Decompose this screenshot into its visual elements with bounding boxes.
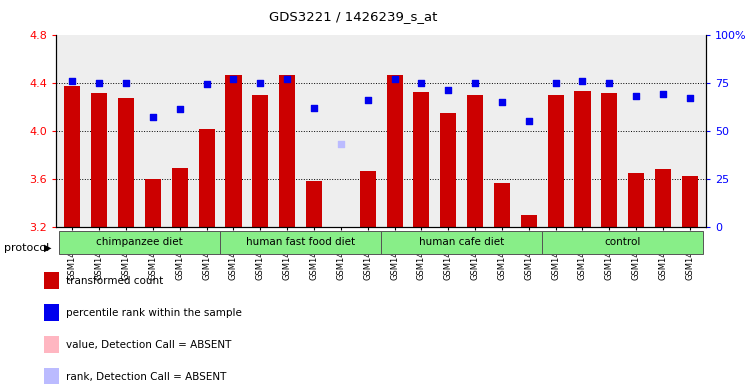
Bar: [44, 368, 59, 384]
Point: [173, 106, 185, 113]
Text: control: control: [605, 237, 641, 247]
Text: human cafe diet: human cafe diet: [419, 237, 504, 247]
Point: [388, 76, 400, 82]
Point: [255, 79, 267, 86]
Bar: [118, 98, 134, 227]
Text: percentile rank within the sample: percentile rank within the sample: [66, 308, 242, 318]
Bar: [440, 113, 457, 227]
Point: [469, 79, 481, 86]
Point: [415, 79, 427, 86]
Bar: [279, 75, 295, 227]
Text: human fast food diet: human fast food diet: [246, 237, 355, 247]
Text: rank, Detection Call = ABSENT: rank, Detection Call = ABSENT: [66, 372, 226, 382]
Point: [442, 87, 454, 93]
Text: chimpanzee diet: chimpanzee diet: [96, 237, 183, 247]
Bar: [44, 336, 59, 353]
Bar: [381, 230, 542, 254]
Bar: [360, 171, 376, 227]
Point: [93, 79, 105, 86]
Bar: [44, 304, 59, 321]
Point: [362, 97, 374, 103]
Bar: [145, 179, 161, 227]
Point: [603, 79, 615, 86]
Text: GDS3221 / 1426239_s_at: GDS3221 / 1426239_s_at: [269, 10, 437, 23]
Bar: [413, 92, 430, 227]
Bar: [547, 94, 564, 227]
Bar: [306, 181, 322, 227]
Text: transformed count: transformed count: [66, 276, 163, 286]
Point: [496, 99, 508, 105]
Text: value, Detection Call = ABSENT: value, Detection Call = ABSENT: [66, 340, 231, 350]
Point: [228, 76, 240, 82]
Point: [577, 78, 589, 84]
Point: [120, 79, 132, 86]
Bar: [252, 94, 268, 227]
Bar: [682, 176, 698, 227]
Text: protocol: protocol: [4, 243, 49, 253]
Bar: [467, 94, 483, 227]
Bar: [225, 75, 242, 227]
Point: [657, 91, 669, 97]
Text: ▶: ▶: [44, 243, 51, 253]
Bar: [387, 75, 403, 227]
Bar: [91, 93, 107, 227]
Point: [281, 76, 293, 82]
Bar: [65, 86, 80, 227]
Point: [684, 95, 696, 101]
Bar: [542, 230, 703, 254]
Point: [201, 81, 213, 88]
Bar: [198, 129, 215, 227]
Bar: [172, 168, 188, 227]
Point: [147, 114, 159, 120]
Point: [66, 78, 78, 84]
Point: [523, 118, 535, 124]
Point: [335, 141, 347, 147]
Point: [308, 104, 320, 111]
Point: [630, 93, 642, 99]
Bar: [59, 230, 220, 254]
Bar: [602, 93, 617, 227]
Bar: [655, 169, 671, 227]
Point: [550, 79, 562, 86]
Bar: [520, 215, 537, 227]
Bar: [575, 91, 590, 227]
Bar: [220, 230, 381, 254]
Bar: [628, 172, 644, 227]
Bar: [494, 183, 510, 227]
Bar: [44, 272, 59, 290]
